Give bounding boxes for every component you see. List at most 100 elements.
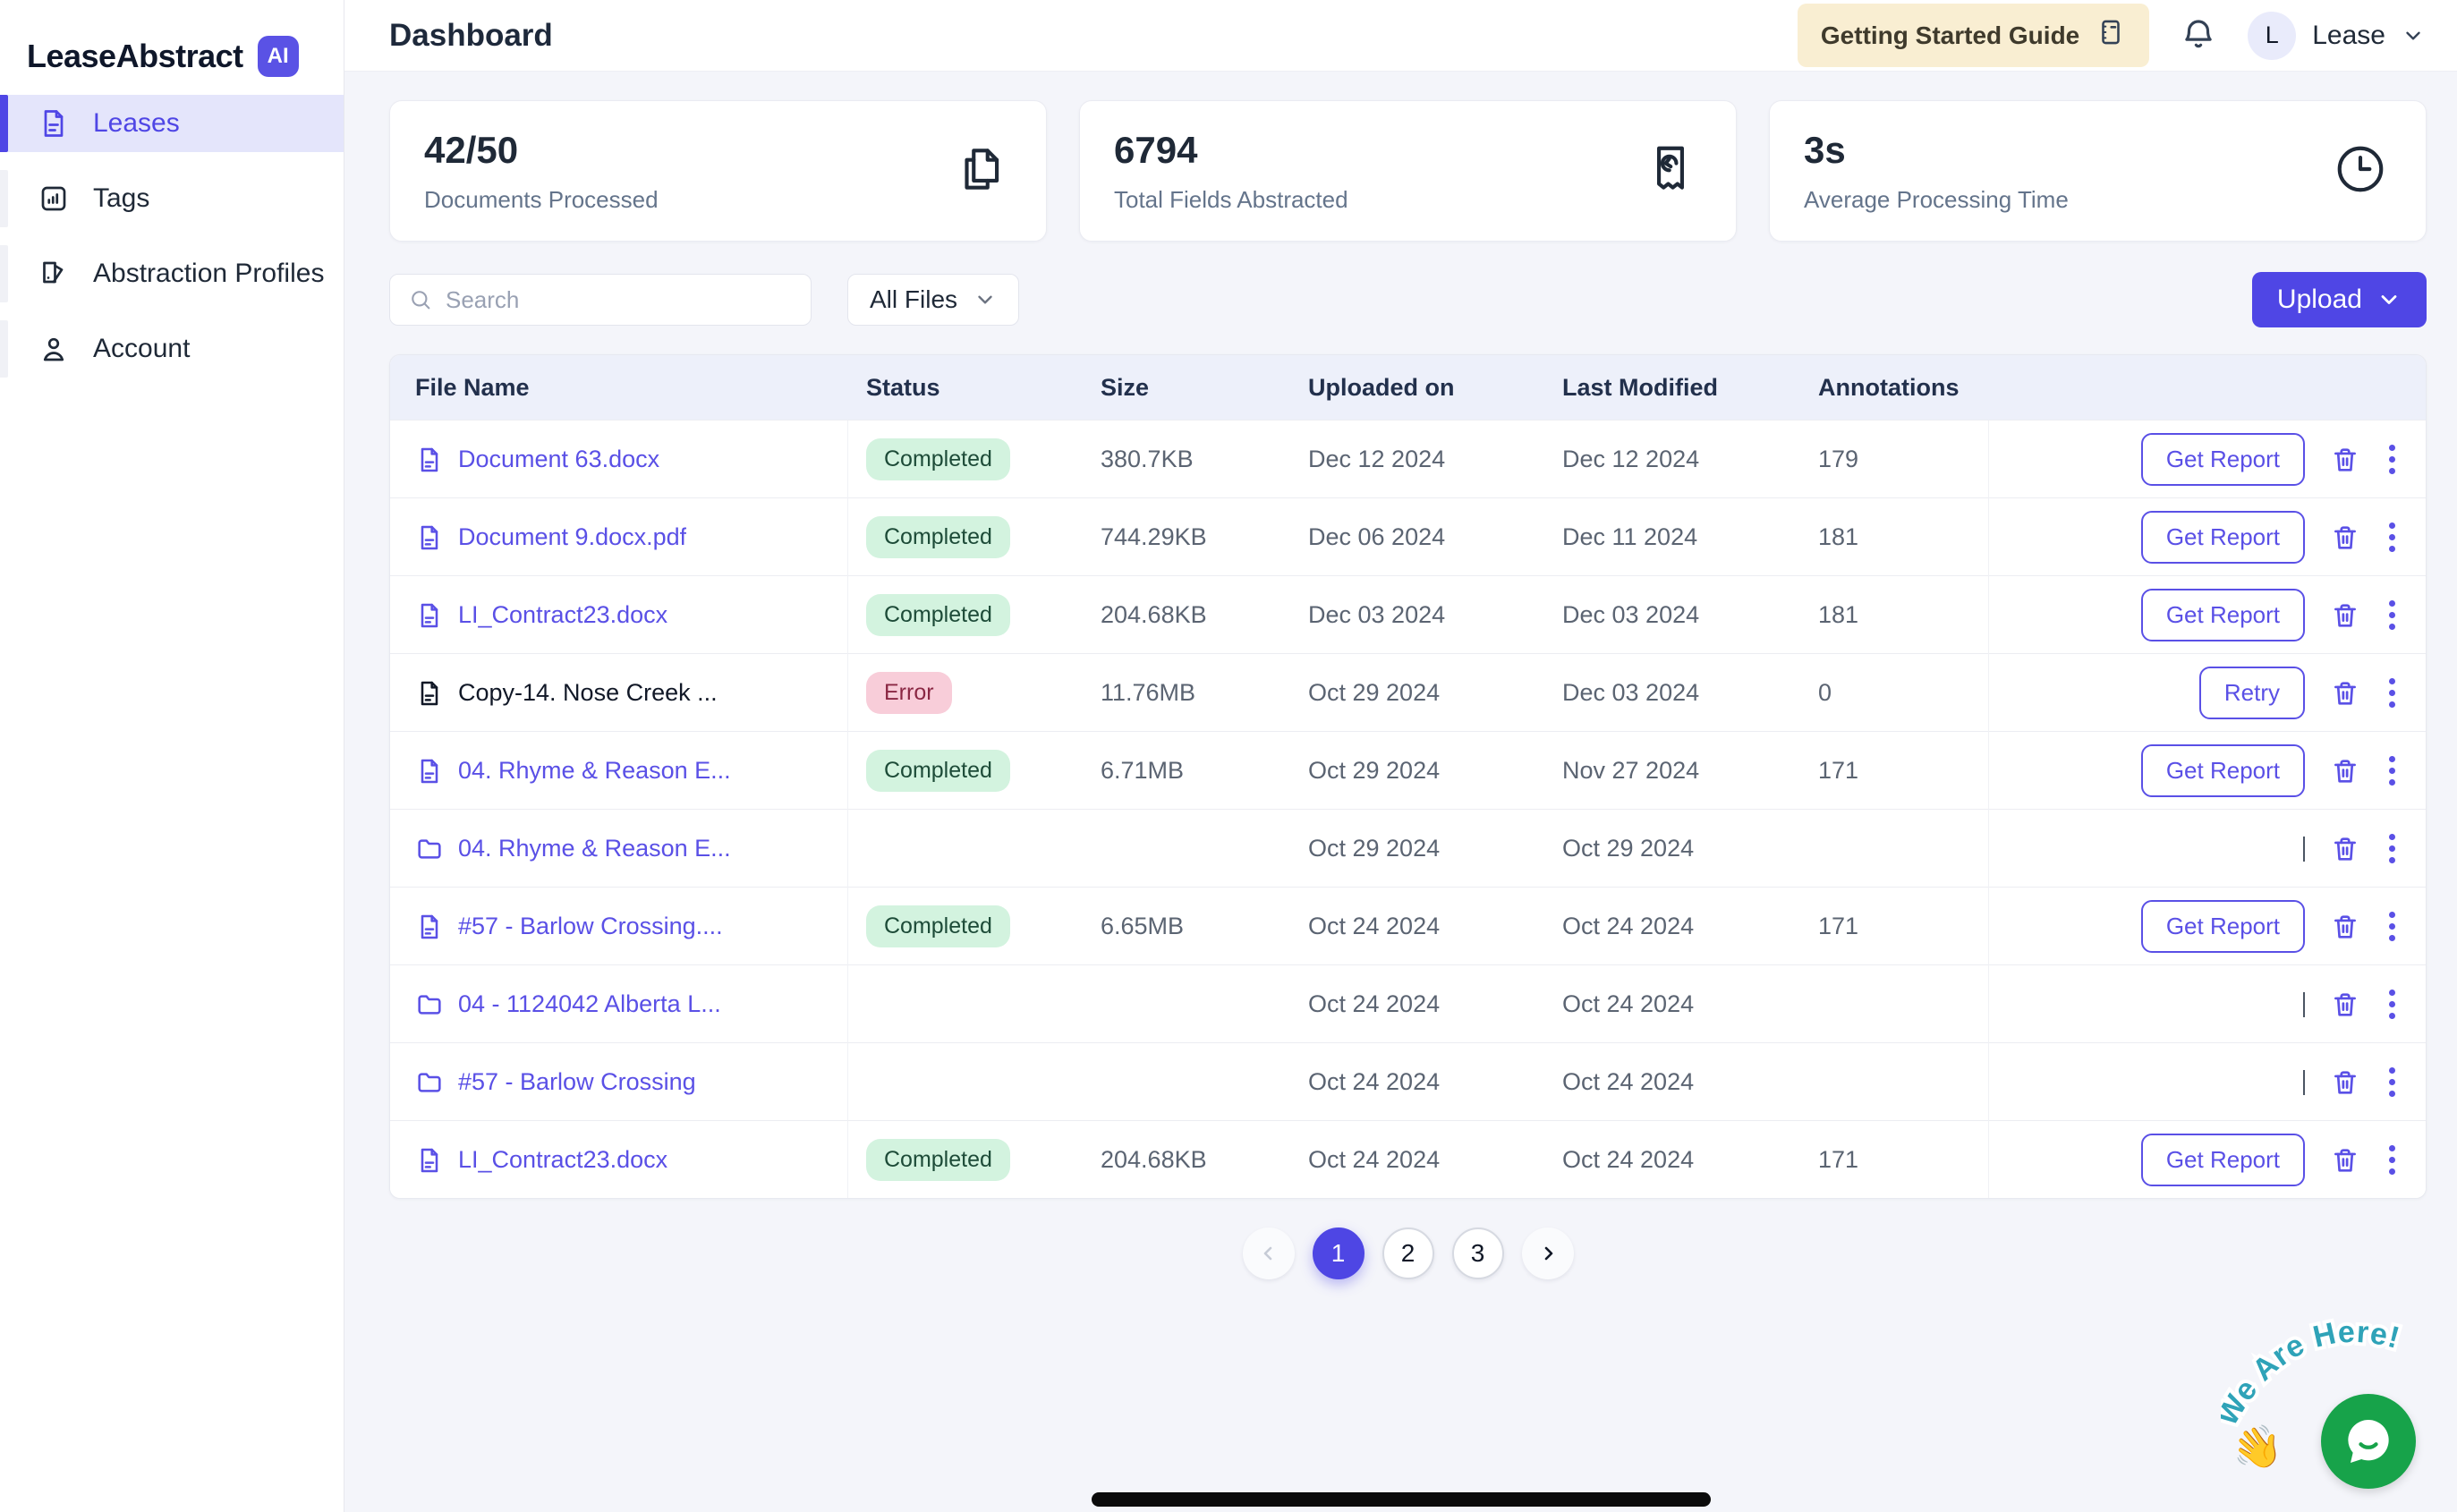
sidebar-nav: Leases Tags Abstraction Profiles Account	[0, 95, 344, 378]
row-menu-button[interactable]	[2385, 519, 2399, 556]
delete-button[interactable]	[2330, 522, 2360, 553]
sidebar-item-leases[interactable]: Leases	[0, 95, 344, 152]
chevron-down-icon	[2376, 287, 2402, 312]
pagination-page-2[interactable]: 2	[1382, 1227, 1434, 1279]
page-title: Dashboard	[389, 17, 553, 53]
delete-button[interactable]	[2330, 678, 2360, 709]
file-name-link[interactable]: LI_Contract23.docx	[458, 601, 668, 628]
file-icon	[415, 523, 444, 552]
sidebar-item-label: Leases	[93, 108, 180, 138]
annotations-cell: 181	[1818, 523, 1859, 550]
delete-button[interactable]	[2330, 912, 2360, 942]
row-menu-button[interactable]	[2385, 986, 2399, 1023]
stat-value: 6794	[1114, 128, 1198, 171]
delete-button[interactable]	[2330, 834, 2360, 864]
actions-divider	[2303, 1069, 2305, 1095]
file-name-link[interactable]: Document 9.docx.pdf	[458, 523, 687, 550]
user-menu[interactable]: L Lease	[2248, 11, 2425, 60]
row-menu-button[interactable]	[2385, 1064, 2399, 1100]
search-input[interactable]	[446, 285, 793, 314]
status-badge: Completed	[866, 594, 1010, 636]
row-menu-button[interactable]	[2385, 597, 2399, 633]
delete-button[interactable]	[2330, 1145, 2360, 1176]
status-cell: Error	[848, 672, 1083, 714]
pagination-next-button[interactable]	[1521, 1227, 1574, 1279]
retry-button[interactable]: Retry	[2198, 667, 2305, 719]
upload-button[interactable]: Upload	[2251, 272, 2427, 327]
actions-cell: Get Report	[1988, 732, 2426, 810]
get-report-button[interactable]: Get Report	[2140, 433, 2305, 486]
table-row: 04. Rhyme & Reason E... Completed 6.71MB Oc…	[390, 731, 2426, 810]
file-filter-dropdown[interactable]: All Files	[847, 274, 1020, 326]
row-menu-button[interactable]	[2385, 752, 2399, 789]
row-menu-button[interactable]	[2385, 908, 2399, 945]
get-report-button[interactable]: Get Report	[2140, 900, 2305, 953]
status-badge: Completed	[866, 905, 1010, 947]
actions-cell	[1988, 1043, 2426, 1121]
search-icon	[408, 287, 433, 312]
sidebar-item-account[interactable]: Account	[0, 320, 344, 378]
table-body: Document 63.docx Completed 380.7KB Dec 12 2…	[390, 420, 2426, 1198]
actions-cell: Get Report	[1988, 576, 2426, 654]
row-menu-button[interactable]	[2385, 441, 2399, 478]
topbar: Dashboard Getting Started Guide L Lease	[344, 0, 2457, 72]
table-row: #57 - Barlow Crossing.... Completed 6.65MB…	[390, 887, 2426, 965]
delete-button[interactable]	[2330, 445, 2360, 475]
last-modified-cell: Oct 24 2024	[1562, 990, 1695, 1017]
delete-button[interactable]	[2330, 756, 2360, 786]
get-report-button[interactable]: Get Report	[2140, 744, 2305, 797]
size-cell: 204.68KB	[1101, 1146, 1207, 1173]
stat-cards: 42/50 Documents Processed 6794 Total Fie…	[389, 100, 2427, 242]
file-name-link[interactable]: 04. Rhyme & Reason E...	[458, 757, 731, 784]
annotations-cell: 179	[1818, 446, 1859, 472]
file-name-cell: Document 63.docx	[390, 420, 848, 498]
files-table: File Name Status Size Uploaded on Last Modif…	[389, 354, 2427, 1199]
row-menu-button[interactable]	[2385, 675, 2399, 711]
actions-cell	[1988, 965, 2426, 1043]
file-name-link[interactable]: LI_Contract23.docx	[458, 1146, 668, 1173]
content: 42/50 Documents Processed 6794 Total Fie…	[344, 72, 2457, 1512]
file-name-cell: Copy-14. Nose Creek ...	[390, 654, 848, 732]
row-menu-button[interactable]	[2385, 830, 2399, 867]
get-report-button[interactable]: Get Report	[2140, 511, 2305, 564]
delete-button[interactable]	[2330, 600, 2360, 631]
delete-button[interactable]	[2330, 1067, 2360, 1098]
file-name-link[interactable]: Copy-14. Nose Creek ...	[458, 679, 718, 706]
search-box[interactable]	[389, 274, 812, 326]
status-badge: Completed	[866, 1139, 1010, 1181]
notifications-button[interactable]	[2180, 15, 2217, 55]
pagination-prev-button[interactable]	[1242, 1227, 1295, 1279]
pagination-page-3[interactable]: 3	[1451, 1227, 1504, 1279]
table-row: 04 - 1124042 Alberta L... Oct 24 2024 Oct …	[390, 964, 2426, 1043]
get-report-button[interactable]: Get Report	[2140, 589, 2305, 641]
get-report-button[interactable]: Get Report	[2140, 1134, 2305, 1186]
pagination-page-1[interactable]: 1	[1312, 1227, 1365, 1279]
profiles-icon	[38, 258, 70, 290]
stat-card-processing-time: 3s Average Processing Time	[1769, 100, 2427, 242]
file-name-cell: Document 9.docx.pdf	[390, 498, 848, 576]
size-cell: 6.71MB	[1101, 757, 1185, 784]
file-name-link[interactable]: Document 63.docx	[458, 446, 660, 472]
horizontal-scrollbar[interactable]	[1091, 1492, 1711, 1507]
sidebar-item-tags[interactable]: Tags	[0, 170, 344, 227]
file-name-cell: LI_Contract23.docx	[390, 1121, 848, 1198]
sidebar-item-label: Abstraction Profiles	[93, 259, 325, 288]
chat-launcher-button[interactable]	[2321, 1394, 2416, 1489]
chevron-down-icon	[973, 288, 997, 311]
file-name-cell: 04 - 1124042 Alberta L...	[390, 965, 848, 1043]
file-name-link[interactable]: #57 - Barlow Crossing	[458, 1068, 696, 1095]
sidebar-item-label: Account	[93, 334, 191, 363]
row-menu-button[interactable]	[2385, 1142, 2399, 1178]
size-cell: 744.29KB	[1101, 523, 1207, 550]
getting-started-guide-button[interactable]: Getting Started Guide	[1797, 4, 2150, 67]
journal-icon	[2096, 17, 2126, 54]
sidebar-item-abstraction-profiles[interactable]: Abstraction Profiles	[0, 245, 344, 302]
active-indicator-bar	[0, 95, 8, 152]
file-name-link[interactable]: 04 - 1124042 Alberta L...	[458, 990, 721, 1017]
actions-cell: Get Report	[1988, 420, 2426, 498]
file-name-link[interactable]: 04. Rhyme & Reason E...	[458, 835, 731, 862]
status-badge: Error	[866, 672, 952, 714]
delete-button[interactable]	[2330, 990, 2360, 1020]
file-name-link[interactable]: #57 - Barlow Crossing....	[458, 913, 723, 939]
